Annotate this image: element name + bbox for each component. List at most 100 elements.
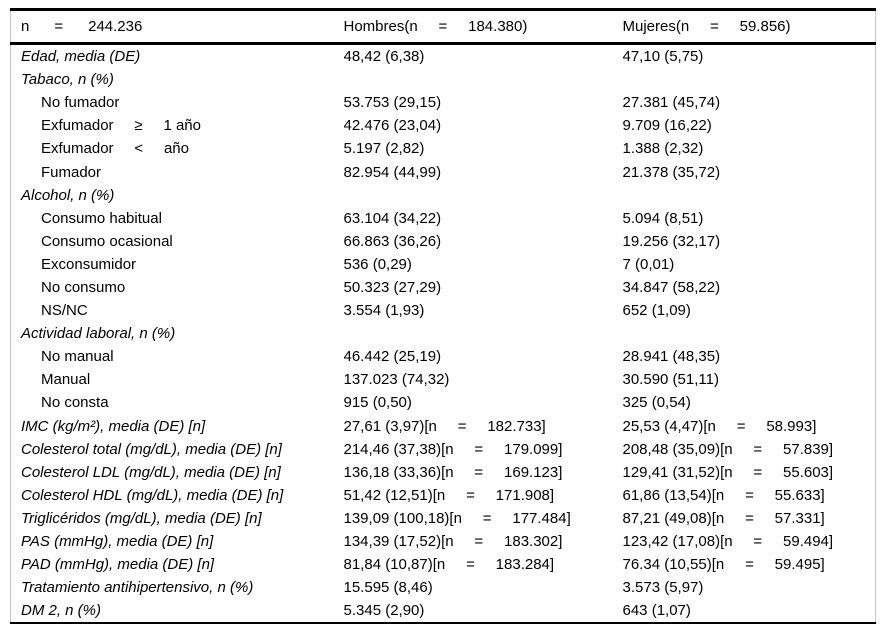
table-row: PAD (mmHg), media (DE) [n] 81,84 (10,87)[… xyxy=(11,553,876,576)
row-label: PAD (mmHg), media (DE) [n] xyxy=(21,556,215,574)
value-mujeres: 652 (1,09) xyxy=(622,302,691,320)
value-hombres: 46.442 (25,19) xyxy=(343,348,442,366)
row-label: Triglicéridos (mg/dL), media (DE) [n] xyxy=(21,509,262,527)
baseline-characteristics-table-wrap: n = 244.236 Hombres(n = 184.380) Mujeres… xyxy=(10,8,876,625)
table-row: Edad, media (DE) 48,42 (6,38) 47,10 (5,75) xyxy=(11,44,876,69)
row-label: Edad, media (DE) xyxy=(21,48,141,66)
value-mujeres xyxy=(623,322,876,345)
row-label: Alcohol, n (%) xyxy=(21,186,115,204)
value-hombres xyxy=(344,68,623,91)
row-label: No manual xyxy=(41,348,114,366)
row-label: PAS (mmHg), media (DE) [n] xyxy=(21,533,214,551)
row-label: Colesterol total (mg/dL), media (DE) [n] xyxy=(21,440,282,458)
value-mujeres: 643 (1,07) xyxy=(622,602,691,620)
table-row: DM 2, n (%) 5.345 (2,90) 643 (1,07) xyxy=(11,599,876,623)
value-hombres: 3.554 (1,93) xyxy=(343,302,425,320)
value-hombres: 137.023 (74,32) xyxy=(343,371,450,389)
header-total-n: n = 244.236 xyxy=(10,9,344,45)
header-mujeres: Mujeres(n = 59.856) xyxy=(622,9,876,45)
table-row: Exconsumidor 536 (0,29) 7 (0,01) xyxy=(11,253,876,276)
value-hombres: 136,18 (33,36)[n = 169.123] xyxy=(343,463,563,481)
table-body: Edad, media (DE) 48,42 (6,38) 47,10 (5,75)… xyxy=(11,44,876,624)
row-label: Fumador xyxy=(41,163,102,181)
table-header: n = 244.236 Hombres(n = 184.380) Mujeres… xyxy=(10,9,876,45)
table-row: Tratamiento antihipertensivo, n (%) 15.59… xyxy=(11,576,876,599)
row-label: Consumo ocasional xyxy=(41,232,173,250)
value-hombres: 66.863 (36,26) xyxy=(343,232,442,250)
value-hombres: 139,09 (100,18)[n = 177.484] xyxy=(343,509,571,527)
value-hombres xyxy=(344,322,623,345)
value-mujeres: 19.256 (32,17) xyxy=(622,232,721,250)
value-mujeres: 27.381 (45,74) xyxy=(622,94,721,112)
table-header-row: n = 244.236 Hombres(n = 184.380) Mujeres… xyxy=(10,9,876,45)
value-hombres: 51,42 (12,51)[n = 171.908] xyxy=(343,486,555,504)
row-label: Tabaco, n (%) xyxy=(21,71,114,89)
value-mujeres: 129,41 (31,52)[n = 55.603] xyxy=(622,463,834,481)
table-row: No consta 915 (0,50) 325 (0,54) xyxy=(11,391,876,414)
table-row: IMC (kg/m²), media (DE) [n] 27,61 (3,97)[… xyxy=(11,415,876,438)
value-mujeres: 61,86 (13,54)[n = 55.633] xyxy=(622,486,825,504)
row-label: Consumo habitual xyxy=(41,209,162,227)
row-label: Exfumador ≥ 1 año xyxy=(41,117,201,135)
table-row: Exfumador ≥ 1 año 42.476 (23,04) 9.709 (16… xyxy=(11,114,876,137)
value-hombres: 42.476 (23,04) xyxy=(343,117,442,135)
value-hombres: 50.323 (27,29) xyxy=(343,278,442,296)
value-hombres: 15.595 (8,46) xyxy=(343,579,433,597)
value-mujeres: 25,53 (4,47)[n = 58.993] xyxy=(622,417,817,435)
row-label: Exfumador < año xyxy=(41,140,189,158)
table-row: Tabaco, n (%) xyxy=(11,68,876,91)
table-row: Alcohol, n (%) xyxy=(11,184,876,207)
value-mujeres: 9.709 (16,22) xyxy=(622,117,712,135)
value-mujeres: 3.573 (5,97) xyxy=(622,579,704,597)
value-hombres: 27,61 (3,97)[n = 182.733] xyxy=(343,417,546,435)
value-hombres: 53.753 (29,15) xyxy=(343,94,442,112)
table-row: Fumador 82.954 (44,99) 21.378 (35,72) xyxy=(11,160,876,183)
value-mujeres: 21.378 (35,72) xyxy=(622,163,721,181)
value-hombres: 48,42 (6,38) xyxy=(343,48,425,66)
table-row: No fumador 53.753 (29,15) 27.381 (45,74) xyxy=(11,91,876,114)
row-label: Tratamiento antihipertensivo, n (%) xyxy=(21,579,254,597)
value-hombres: 536 (0,29) xyxy=(343,255,412,273)
value-hombres: 134,39 (17,52)[n = 183.302] xyxy=(343,533,563,551)
value-mujeres: 325 (0,54) xyxy=(622,394,691,412)
value-mujeres: 7 (0,01) xyxy=(622,255,675,273)
value-mujeres: 47,10 (5,75) xyxy=(622,48,704,66)
table-row: Colesterol total (mg/dL), media (DE) [n]… xyxy=(11,438,876,461)
value-mujeres xyxy=(623,184,876,207)
value-hombres: 214,46 (37,38)[n = 179.099] xyxy=(343,440,563,458)
value-mujeres: 34.847 (58,22) xyxy=(622,278,721,296)
value-mujeres: 5.094 (8,51) xyxy=(622,209,704,227)
table-row: Colesterol HDL (mg/dL), media (DE) [n] 51… xyxy=(11,484,876,507)
value-hombres: 915 (0,50) xyxy=(343,394,412,412)
value-mujeres xyxy=(623,68,876,91)
header-hombres: Hombres(n = 184.380) xyxy=(343,9,623,45)
row-label: Manual xyxy=(41,371,91,389)
row-label: DM 2, n (%) xyxy=(21,602,102,620)
value-mujeres: 1.388 (2,32) xyxy=(622,140,704,158)
value-mujeres: 87,21 (49,08)[n = 57.331] xyxy=(622,509,825,527)
value-mujeres: 30.590 (51,11) xyxy=(622,371,719,389)
table-row: No manual 46.442 (25,19) 28.941 (48,35) xyxy=(11,345,876,368)
row-label: Exconsumidor xyxy=(41,255,137,273)
table-row: PAS (mmHg), media (DE) [n] 134,39 (17,52)… xyxy=(11,530,876,553)
value-hombres: 5.197 (2,82) xyxy=(343,140,425,158)
table-row: No consumo 50.323 (27,29) 34.847 (58,22) xyxy=(11,276,876,299)
value-mujeres: 76.34 (10,55)[n = 59.495] xyxy=(622,556,825,574)
value-hombres: 63.104 (34,22) xyxy=(343,209,442,227)
value-hombres: 5.345 (2,90) xyxy=(343,602,425,620)
table-row: Manual 137.023 (74,32) 30.590 (51,11) xyxy=(11,368,876,391)
value-hombres: 81,84 (10,87)[n = 183.284] xyxy=(343,556,555,574)
row-label: No consta xyxy=(41,394,109,412)
row-label: Actividad laboral, n (%) xyxy=(21,325,176,343)
row-label: No consumo xyxy=(41,278,126,296)
row-label: Colesterol LDL (mg/dL), media (DE) [n] xyxy=(21,463,281,481)
table-row: Actividad laboral, n (%) xyxy=(11,322,876,345)
table-row: Triglicéridos (mg/dL), media (DE) [n] 139… xyxy=(11,507,876,530)
table-row: Consumo ocasional 66.863 (36,26) 19.256 (3… xyxy=(11,230,876,253)
value-hombres: 82.954 (44,99) xyxy=(343,163,442,181)
value-hombres xyxy=(344,184,623,207)
table-row: Colesterol LDL (mg/dL), media (DE) [n] 13… xyxy=(11,461,876,484)
table-row: Exfumador < año 5.197 (2,82) 1.388 (2,32) xyxy=(11,137,876,160)
table-row: Consumo habitual 63.104 (34,22) 5.094 (8,5… xyxy=(11,207,876,230)
baseline-characteristics-table: n = 244.236 Hombres(n = 184.380) Mujeres… xyxy=(10,8,876,625)
